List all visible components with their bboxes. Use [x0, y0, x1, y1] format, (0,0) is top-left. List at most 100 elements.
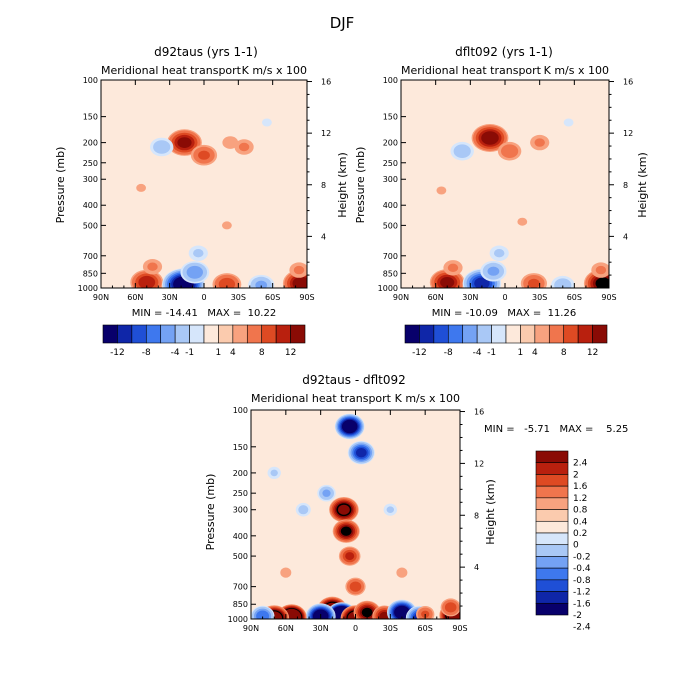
x-tick-label: 90S — [299, 293, 314, 302]
x-tick-label: 90N — [393, 293, 409, 302]
colorbar-label: -2.4 — [573, 623, 591, 633]
right-tick-label: 4 — [321, 232, 326, 241]
colorbar-swatch — [534, 324, 550, 344]
panel2-contour-plot — [401, 80, 609, 288]
contour-band — [222, 136, 239, 149]
contour-band — [517, 217, 528, 226]
y-tick-label: 150 — [383, 113, 398, 122]
colorbar-label: 8 — [259, 348, 265, 358]
colorbar-label: 0.4 — [573, 517, 588, 527]
y-tick-label: 700 — [83, 252, 98, 261]
colorbar-swatch — [232, 324, 248, 344]
colorbar-swatch — [548, 324, 565, 344]
contour-band — [186, 265, 203, 279]
colorbar-swatch — [535, 602, 569, 616]
contour-band — [340, 526, 352, 536]
contour-band — [361, 607, 373, 618]
contour-feature — [530, 134, 550, 151]
contour-field — [401, 80, 609, 288]
colorbar-swatch — [577, 324, 593, 344]
panel1-y-axis-label: Pressure (mb) — [54, 147, 67, 224]
contour-band — [338, 504, 350, 515]
page-title: DJF — [330, 14, 355, 32]
colorbar-swatch — [462, 324, 478, 344]
colorbar-label: -1.2 — [573, 588, 591, 598]
colorbar-label: -0.2 — [573, 552, 591, 562]
contour-band — [379, 611, 390, 619]
colorbar-swatch — [535, 509, 569, 522]
x-tick-label: 0 — [502, 293, 507, 302]
contour-band — [147, 262, 158, 271]
x-tick-label: 30N — [162, 293, 178, 302]
contour-feature — [517, 217, 528, 226]
contour-band — [293, 265, 305, 275]
colorbar-swatch — [117, 324, 133, 344]
panel1-subtitle-right: K m/s x 100 — [242, 64, 307, 77]
contour-feature — [150, 137, 174, 157]
contour-band — [298, 505, 309, 515]
x-tick-label: 30N — [313, 624, 329, 633]
contour-feature — [262, 118, 272, 127]
contour-band — [436, 186, 447, 195]
contour-band — [595, 265, 607, 275]
contour-feature — [222, 221, 232, 230]
colorbar-swatch — [404, 324, 420, 344]
panel3-colorbar: 2.42 1.6 1.2 0.80.4 0.2 0-0.2 -0.4 -0.8 -1.2-1.6… — [535, 450, 591, 633]
right-tick-label: 12 — [474, 459, 484, 468]
right-tick-label: 12 — [623, 129, 633, 138]
panel2-axes: 90N 60N 30N 0 30S 60S 90S 100 150 200 250 300 400 500… — [378, 76, 634, 302]
x-tick-label: 30S — [231, 293, 246, 302]
colorbar-swatch — [535, 556, 569, 569]
contour-band — [345, 552, 355, 561]
contour-feature — [347, 441, 375, 465]
contour-band — [138, 275, 156, 288]
colorbar-swatch — [145, 324, 162, 344]
contour-field — [101, 80, 307, 288]
colorbar-label: 0 — [573, 541, 579, 551]
y-tick-label: 500 — [83, 221, 98, 230]
colorbar-label: -12 — [110, 348, 125, 358]
contour-feature — [280, 567, 292, 578]
colorbar-swatch — [535, 462, 569, 475]
contour-band — [262, 118, 272, 127]
panel2-right-axis-label: Height (km) — [636, 152, 649, 218]
y-tick-label: 200 — [233, 469, 248, 478]
colorbar-label: 4 — [532, 348, 538, 358]
contour-feature — [188, 245, 208, 261]
contour-band — [453, 144, 471, 158]
contour-band — [341, 419, 358, 434]
contour-feature — [136, 183, 147, 192]
contour-feature — [551, 275, 575, 288]
right-tick-label: 4 — [623, 232, 628, 241]
panel2-title: dflt092 (yrs 1-1) — [455, 45, 553, 59]
panel2-min-max: MIN = -10.09 MAX = 11.26 — [432, 308, 576, 319]
contour-feature — [267, 466, 281, 479]
colorbar-label: -4 — [171, 348, 180, 358]
contour-band — [198, 150, 210, 160]
contour-feature — [248, 274, 275, 288]
contour-feature — [130, 269, 164, 288]
x-tick-label: 60N — [127, 293, 143, 302]
y-tick-label: 400 — [233, 532, 248, 541]
contour-feature — [520, 273, 547, 288]
panel1-colorbar: -12 -8 -4 -1 1 4 8 12 — [102, 324, 306, 358]
y-tick-label: 1000 — [228, 615, 248, 624]
contour-feature — [334, 413, 365, 440]
colorbar-label: -2 — [573, 611, 582, 621]
contour-feature — [563, 118, 574, 127]
contour-feature — [396, 567, 408, 578]
colorbar-swatch — [160, 324, 176, 344]
colorbar-swatch — [131, 324, 147, 344]
contour-feature — [142, 259, 163, 275]
contour-band — [447, 263, 459, 272]
colorbar-label: -1 — [487, 348, 496, 358]
y-tick-label: 850 — [383, 269, 398, 278]
x-tick-label: 30N — [462, 293, 478, 302]
panel3-subtitle-right: K m/s x 100 — [395, 392, 460, 405]
contour-band — [322, 489, 331, 497]
y-tick-label: 300 — [83, 175, 98, 184]
x-tick-label: 60N — [428, 293, 444, 302]
y-tick-label: 150 — [83, 113, 98, 122]
contour-feature — [167, 129, 202, 156]
colorbar-label: -8 — [444, 348, 453, 358]
